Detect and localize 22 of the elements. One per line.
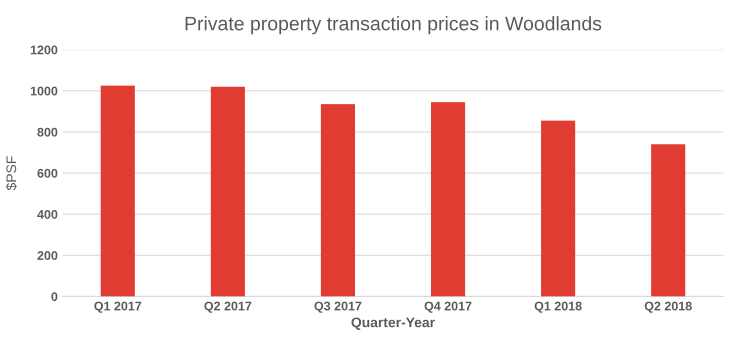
bar bbox=[651, 144, 686, 296]
x-tick-label: Q1 2018 bbox=[534, 302, 582, 313]
y-tick-label: 0 bbox=[51, 292, 58, 302]
x-tick-label: Q2 2018 bbox=[644, 302, 692, 313]
y-tick-label: 1000 bbox=[30, 86, 58, 96]
x-tick-label: Q2 2017 bbox=[204, 302, 252, 313]
x-tick-label: Q4 2017 bbox=[424, 302, 472, 313]
x-axis-title: Quarter-Year bbox=[351, 317, 435, 330]
bar bbox=[541, 120, 576, 296]
y-tick-label: 600 bbox=[37, 168, 58, 178]
y-tick-label: 1200 bbox=[30, 46, 58, 54]
y-tick-label: 800 bbox=[37, 128, 58, 137]
y-tick-label: 200 bbox=[37, 251, 58, 260]
y-axis-title: $PSF bbox=[6, 156, 18, 190]
bar bbox=[430, 102, 466, 296]
chart-title: Private property transaction prices in Woodlands bbox=[186, 16, 602, 34]
bar bbox=[210, 86, 245, 296]
x-tick-label: Q3 2017 bbox=[314, 302, 362, 313]
y-tick-label: 400 bbox=[37, 210, 58, 219]
bar bbox=[100, 86, 135, 296]
bar bbox=[320, 104, 356, 296]
x-tick-label: Q1 2017 bbox=[94, 302, 142, 313]
